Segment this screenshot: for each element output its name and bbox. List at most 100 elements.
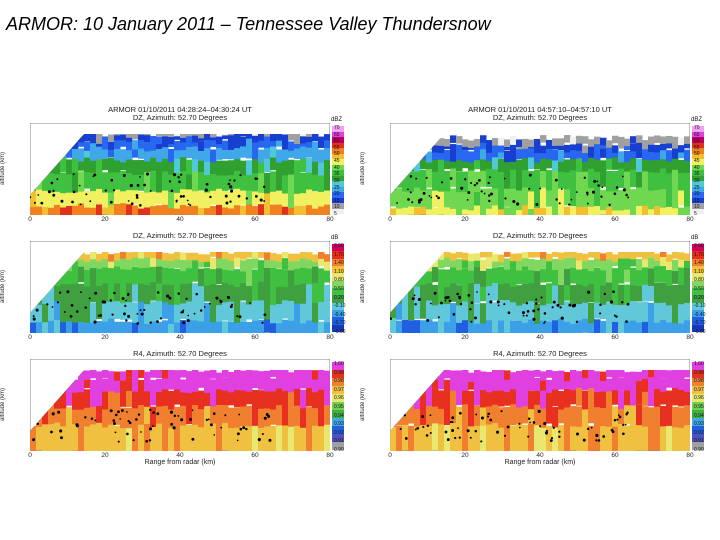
colorbar-level: 0.95 <box>334 404 344 410</box>
colorbar-swatch <box>692 192 704 198</box>
colorbar-level: 0.91 <box>334 438 344 445</box>
x-tick-label: 80 <box>686 334 694 341</box>
colorbar-level: 1.70 <box>694 251 704 258</box>
y-axis-label: altitude (km) <box>360 387 366 421</box>
x-tick-label: 0 <box>388 334 392 341</box>
x-tick-label: 60 <box>611 216 619 223</box>
rhi-plot <box>30 241 330 333</box>
colorbar-swatch <box>332 280 344 288</box>
colorbar-swatch <box>692 378 704 386</box>
x-tick-label: 20 <box>461 216 469 223</box>
colorbar <box>692 362 704 450</box>
y-axis-label: altitude (km) <box>0 151 6 185</box>
x-axis-label: Range from radar (km) <box>144 459 216 466</box>
x-tick-label: 0 <box>28 216 32 223</box>
colorbar-swatch <box>332 302 344 310</box>
colorbar-swatch <box>332 324 344 332</box>
colorbar-swatch <box>692 287 704 296</box>
colorbar-swatch <box>692 170 704 176</box>
colorbar-level: 35 <box>694 171 700 178</box>
colorbar-level: 1.40 <box>334 260 344 267</box>
scan-time: ARMOR 01/10/2011 04:57:10–04:57:10 UT <box>468 105 612 114</box>
colorbar-swatch <box>692 181 704 187</box>
colorbar-swatch <box>332 175 344 181</box>
colorbar-level: 0.99 <box>694 369 704 376</box>
colorbar-level: 0.98 <box>694 378 704 385</box>
colorbar-level: 0.20 <box>694 294 704 301</box>
colorbar-level: 40 <box>334 164 340 171</box>
radar-panel-rho-1: R4, Azimuth: 52.70 Degrees altitude (km) 0… <box>0 349 345 466</box>
colorbar-level: 1.10 <box>334 268 344 275</box>
rhi-plot <box>390 359 690 451</box>
colorbar-level: 20 <box>694 191 700 198</box>
panel-title: DZ, Azimuth: 52.70 Degrees <box>132 113 228 122</box>
colorbar-swatch <box>692 203 704 209</box>
colorbar-level: 45 <box>334 158 340 165</box>
radar-panel-dz-1: ARMOR 01/10/2011 04:28:24–04:30:24 UT DZ,… <box>0 105 346 229</box>
colorbar-level: 45 <box>694 158 700 165</box>
colorbar-swatch <box>332 208 344 214</box>
colorbar-level: 50 <box>334 151 340 158</box>
rhi-image <box>30 241 330 333</box>
x-tick-label: 20 <box>461 334 469 341</box>
colorbar-swatch <box>692 126 704 132</box>
colorbar-level: 0.92 <box>694 429 704 436</box>
colorbar-level: 0.90 <box>334 447 344 453</box>
colorbar <box>332 126 344 214</box>
colorbar-level: 0.94 <box>334 412 344 419</box>
colorbar-level: 0.50 <box>334 286 344 292</box>
colorbar-swatch <box>692 164 704 170</box>
colorbar-swatch <box>692 402 704 410</box>
panel-title: R4, Azimuth: 52.70 Degrees <box>133 349 227 358</box>
colorbar-level: -1.00 <box>334 329 346 335</box>
colorbar-swatch <box>332 153 344 159</box>
colorbar-swatch <box>332 170 344 176</box>
x-tick-label: 20 <box>101 334 109 341</box>
rhi-image <box>390 123 690 215</box>
radar-panel-dz-2: ARMOR 01/10/2011 04:57:10–04:57:10 UT DZ,… <box>360 105 705 229</box>
colorbar-swatch <box>692 442 704 450</box>
colorbar <box>332 244 344 332</box>
colorbar-swatch <box>692 244 704 252</box>
colorbar-swatch <box>332 258 344 266</box>
x-tick-label: 40 <box>176 216 184 223</box>
colorbar-labels: 70 65 60 55 50 45 40 35 30 25 20 15 10 5 <box>332 125 346 217</box>
colorbar-swatch <box>332 394 344 402</box>
colorbar-swatch <box>692 153 704 159</box>
colorbar-swatch <box>332 148 344 154</box>
colorbar-swatch <box>692 186 704 192</box>
x-tick-label: 0 <box>388 216 392 223</box>
x-tick-label: 80 <box>326 452 334 459</box>
x-tick-label: 60 <box>251 334 259 341</box>
panel-title: R4, Azimuth: 52.70 Degrees <box>493 349 587 358</box>
rhi-image <box>390 241 690 333</box>
colorbar-unit: dBZ <box>691 117 703 123</box>
colorbar-level: 65 <box>694 131 700 138</box>
x-tick-label: 80 <box>686 216 694 223</box>
colorbar-level: -0.70 <box>334 320 346 327</box>
colorbar-level: 0.93 <box>334 421 344 428</box>
radar-panel-zdr-2: DZ, Azimuth: 52.70 Degrees altitude (km) 0… <box>360 231 705 347</box>
colorbar-swatch <box>692 159 704 165</box>
colorbar-swatch <box>332 131 344 137</box>
colorbar-swatch <box>692 131 704 137</box>
y-axis-label: altitude (km) <box>360 151 366 185</box>
colorbar-swatch <box>692 208 704 214</box>
x-tick-label: 20 <box>101 216 109 223</box>
x-tick-label: 40 <box>536 216 544 223</box>
x-tick-label: 20 <box>101 452 109 459</box>
colorbar-level: 40 <box>694 164 700 171</box>
colorbar-level: 65 <box>334 131 340 138</box>
x-axis-ticks: 0 20 40 60 80 <box>388 452 693 462</box>
y-axis-label: altitude (km) <box>0 387 6 421</box>
colorbar-level: 0.96 <box>694 395 704 402</box>
x-tick-label: 0 <box>388 452 392 459</box>
colorbar-swatch <box>692 362 704 370</box>
colorbar-swatch <box>692 280 704 288</box>
colorbar-level: 55 <box>694 144 700 151</box>
colorbar-level: 0.96 <box>334 395 344 402</box>
radar-panel-rho-2: R4, Azimuth: 52.70 Degrees altitude (km) 0… <box>360 349 705 466</box>
x-tick-label: 60 <box>611 452 619 459</box>
colorbar-swatch <box>332 251 344 259</box>
colorbar-swatch <box>332 386 344 394</box>
